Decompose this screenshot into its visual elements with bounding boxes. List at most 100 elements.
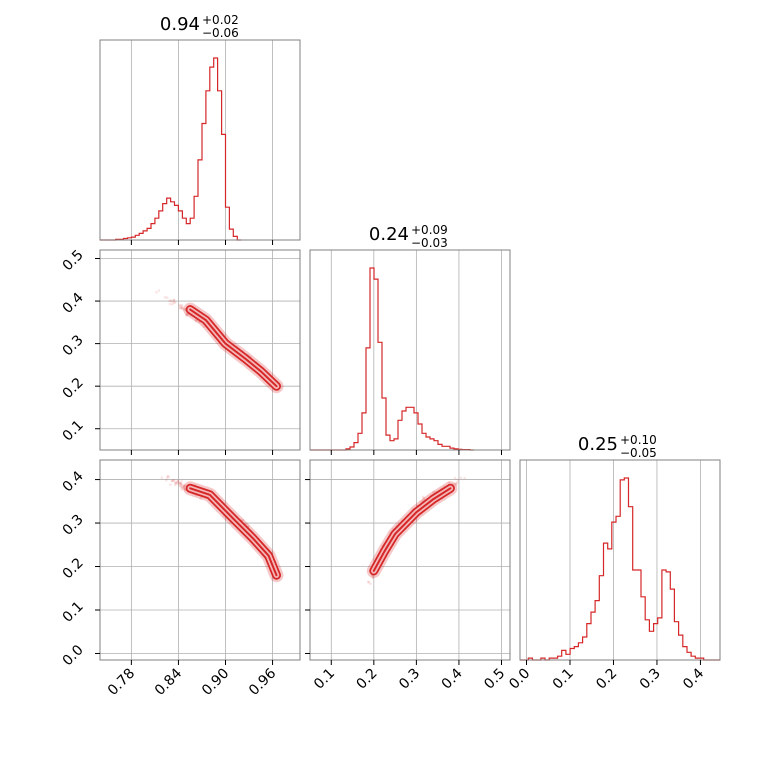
sample-point — [180, 303, 183, 307]
sample-point — [454, 483, 458, 487]
sample-point — [422, 496, 426, 500]
sample-point — [180, 486, 183, 490]
histogram-param-1-step-line — [100, 57, 242, 241]
sample-point — [165, 478, 168, 482]
sample-point — [178, 306, 182, 310]
scatter-param-1-vs-param-3-panel — [99, 459, 301, 661]
param-1-title-minus: −0.06 — [202, 26, 239, 40]
x-tick-label-param-3: 0.3 — [637, 666, 664, 693]
y-tick-label-param-3: 0.4 — [60, 468, 87, 495]
sample-point — [180, 484, 184, 488]
sample-point — [174, 481, 178, 485]
sample-point — [178, 481, 182, 485]
x-tick-label-param-2: 0.1 — [311, 666, 338, 693]
histogram-param-2-panel — [309, 249, 511, 451]
sample-point — [459, 476, 463, 480]
sample-point — [182, 486, 185, 490]
y-tick-label-param-3: 0.1 — [60, 599, 87, 626]
sample-point — [456, 478, 460, 482]
x-tick-label-param-3: 0.0 — [506, 666, 533, 693]
contour-outer — [369, 483, 455, 576]
contour-inner — [189, 308, 278, 388]
sample-point — [182, 307, 186, 311]
y-tick-label-param-3: 0.2 — [60, 555, 87, 582]
contour-outer — [185, 483, 281, 580]
sample-point — [180, 307, 184, 311]
sample-point — [155, 291, 158, 294]
x-tick-label-param-1: 0.84 — [152, 665, 185, 698]
sample-point — [179, 306, 182, 310]
x-tick-label-param-2: 0.3 — [396, 666, 423, 693]
sample-point — [180, 480, 183, 483]
histogram-param-1-panel — [99, 39, 301, 241]
sample-point — [172, 298, 176, 302]
histogram-param-3-frame — [519, 459, 721, 661]
contour-inner — [189, 487, 278, 577]
sample-point — [447, 481, 451, 484]
y-tick-label-param-2: 0.3 — [60, 332, 87, 359]
sample-point — [199, 497, 202, 500]
sample-point — [421, 495, 425, 499]
y-tick-label-param-2: 0.5 — [60, 247, 87, 274]
sample-point — [179, 483, 182, 487]
sample-point — [176, 479, 180, 482]
param-2-title-minus: −0.03 — [411, 236, 448, 250]
sample-point — [178, 303, 181, 307]
x-tick-label-param-1: 0.90 — [199, 666, 232, 699]
x-tick-label-param-3: 0.4 — [680, 665, 707, 692]
histogram-param-3-panel — [519, 459, 721, 661]
sample-point — [176, 480, 180, 484]
sample-point — [176, 479, 180, 483]
sample-point — [165, 296, 169, 300]
sample-point — [179, 481, 182, 485]
sample-point — [165, 476, 169, 479]
sample-point — [180, 488, 184, 492]
sample-point — [453, 482, 456, 486]
sample-point — [178, 305, 182, 308]
contour-fill — [187, 485, 280, 578]
axes-ticks: 0.78 0.84 0.90 0.96 0.1 0.2 0.3 0.4 0.50.0 0.1 0.2… — [60, 240, 707, 699]
sample-point — [182, 485, 185, 488]
sample-point — [176, 482, 180, 486]
sample-point — [170, 479, 174, 483]
sample-point — [463, 476, 466, 480]
y-tick-label-param-3: 0.0 — [60, 642, 87, 669]
sample-point — [178, 482, 181, 485]
sample-point — [422, 498, 425, 501]
sample-point — [182, 486, 186, 490]
sample-point — [171, 303, 174, 306]
sample-point — [367, 581, 370, 584]
y-tick-label-param-2: 0.4 — [60, 290, 87, 317]
scatter-param-2-vs-param-3-panel — [309, 459, 511, 661]
param-1-title-plus: +0.02 — [202, 13, 239, 27]
sample-point — [160, 476, 164, 479]
sample-point — [200, 323, 203, 327]
sample-point — [172, 479, 175, 483]
y-tick-label-param-2: 0.2 — [60, 375, 87, 402]
sample-point — [371, 575, 374, 579]
param-2-title-plus: +0.09 — [411, 223, 448, 237]
histogram-param-2-step-line — [310, 267, 474, 451]
sample-point — [169, 483, 172, 486]
sample-point — [174, 481, 177, 485]
x-tick-label-param-3: 0.1 — [550, 666, 577, 693]
sample-point — [185, 313, 189, 316]
sample-point — [185, 314, 188, 317]
sample-point — [367, 580, 370, 584]
histogram-param-3-step-line — [520, 477, 721, 661]
y-tick-label-param-2: 0.1 — [60, 417, 87, 444]
sample-point — [456, 481, 459, 484]
sample-point — [242, 519, 245, 522]
sample-point — [181, 306, 184, 310]
sample-point — [194, 318, 197, 322]
scatter-frame — [99, 459, 301, 661]
sample-point — [183, 308, 186, 312]
scatter-param-1-vs-param-2-panel — [99, 249, 301, 451]
sample-point — [247, 524, 250, 527]
sample-point — [174, 481, 178, 484]
histogram-param-1-frame — [99, 39, 301, 241]
sample-point — [168, 299, 171, 303]
sample-point — [182, 484, 186, 488]
sample-point — [172, 301, 176, 305]
